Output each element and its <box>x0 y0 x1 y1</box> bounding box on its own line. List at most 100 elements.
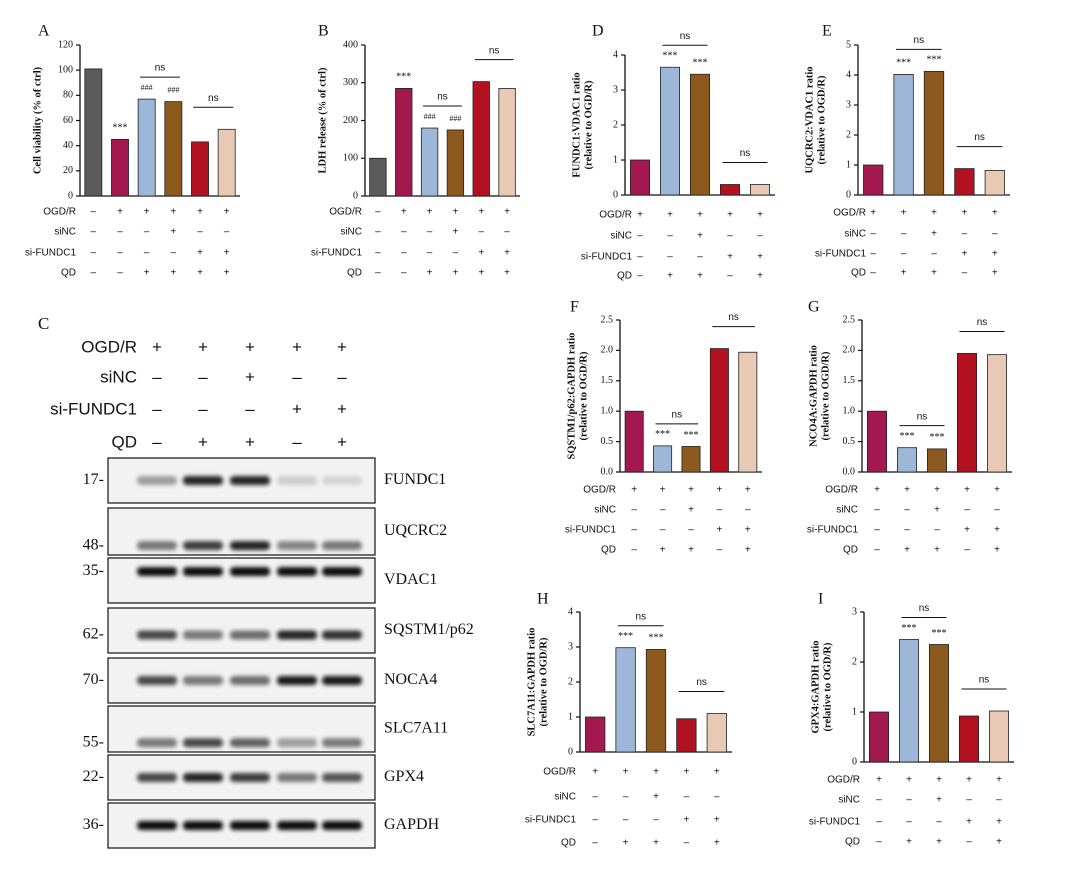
bar <box>164 101 183 197</box>
blot-band <box>137 773 177 782</box>
condition-mark: + <box>745 485 751 496</box>
bar <box>446 129 465 197</box>
condition-mark: – <box>91 227 97 238</box>
significance-label: *** <box>113 123 128 134</box>
condition-mark: – <box>117 248 123 259</box>
condition-mark: + <box>716 485 722 496</box>
panel-letter: B <box>318 23 329 40</box>
molecular-weight: 22- <box>83 768 104 785</box>
condition-mark: – <box>245 399 255 418</box>
bar <box>899 639 920 763</box>
condition-mark: + <box>427 207 433 218</box>
bar <box>987 354 1008 473</box>
condition-mark: + <box>904 485 910 496</box>
condition-mark: – <box>152 432 162 451</box>
blot-band <box>137 630 177 640</box>
condition-mark: – <box>727 231 733 242</box>
condition-mark: + <box>697 231 703 242</box>
condition-mark: + <box>697 271 703 282</box>
condition-mark: – <box>375 268 381 279</box>
blot-band <box>137 476 177 485</box>
comparison-label: ns <box>974 132 985 143</box>
condition-mark: + <box>688 505 694 516</box>
condition-mark: – <box>427 227 433 238</box>
blot-band <box>322 567 362 576</box>
protein-name: NOCA4 <box>384 671 437 688</box>
condition-name: siNC <box>100 367 137 386</box>
condition-mark: + <box>245 367 255 386</box>
bar <box>676 718 697 753</box>
condition-mark: – <box>631 545 637 556</box>
panel-letter: D <box>592 23 604 40</box>
condition-mark: + <box>757 210 763 221</box>
condition-mark: – <box>870 249 876 260</box>
condition-mark: – <box>144 227 150 238</box>
bar <box>395 88 413 197</box>
significance-label: *** <box>896 58 911 69</box>
y-tick-label: 0 <box>353 190 358 201</box>
comparison-label: ns <box>728 312 739 323</box>
bar <box>738 351 758 473</box>
panel-letter: I <box>818 591 823 608</box>
condition-mark: – <box>375 248 381 259</box>
condition-mark: – <box>931 249 937 260</box>
condition-mark: + <box>478 248 484 259</box>
y-axis-label: (relative to OGD/R) <box>822 642 833 732</box>
comparison-label: ns <box>155 63 166 74</box>
condition-name: si-FUNDC1 <box>815 249 867 260</box>
bar <box>706 713 727 753</box>
significance-label: ### <box>141 83 153 92</box>
y-tick-label: 60 <box>63 115 73 126</box>
blot-band <box>322 773 362 782</box>
comparison-label: ns <box>636 611 647 622</box>
condition-mark: + <box>716 525 722 536</box>
condition-name: OGD/R <box>833 208 866 219</box>
blot-band <box>230 676 270 685</box>
condition-mark: + <box>992 249 998 260</box>
y-tick-label: 2.5 <box>601 314 614 325</box>
condition-mark: + <box>224 248 230 259</box>
condition-mark: + <box>504 268 510 279</box>
y-tick-label: 1 <box>852 706 857 717</box>
significance-label: *** <box>649 633 664 644</box>
comparison-label: ns <box>437 92 448 103</box>
condition-name: OGD/R <box>81 337 137 356</box>
condition-mark: – <box>375 207 381 218</box>
significance-label: *** <box>927 55 942 66</box>
condition-mark: + <box>714 815 720 826</box>
condition-mark: + <box>906 775 912 786</box>
comparison-label: ns <box>914 35 925 46</box>
condition-mark: – <box>757 231 763 242</box>
condition-name: siNC <box>844 229 866 240</box>
y-tick-label: 1 <box>846 159 851 170</box>
condition-mark: – <box>697 252 703 263</box>
condition-mark: + <box>688 545 694 556</box>
condition-name: siNC <box>836 505 858 516</box>
condition-mark: + <box>623 767 629 778</box>
protein-name: GAPDH <box>384 816 440 833</box>
y-tick-label: 2 <box>568 676 573 687</box>
y-tick-label: 3 <box>568 641 573 652</box>
comparison-label: ns <box>977 317 988 328</box>
blot-band <box>277 541 317 551</box>
condition-mark: – <box>745 505 751 516</box>
condition-mark: – <box>934 525 940 536</box>
condition-mark: + <box>224 268 230 279</box>
condition-mark: + <box>931 268 937 279</box>
panel-letter: H <box>537 591 549 608</box>
condition-mark: + <box>964 485 970 496</box>
condition-mark: – <box>717 505 723 516</box>
y-tick-label: 2.5 <box>843 314 856 325</box>
bar <box>927 448 948 473</box>
condition-name: OGD/R <box>583 485 616 496</box>
significance-label: ### <box>449 114 461 123</box>
condition-mark: + <box>245 337 255 356</box>
blot-band <box>230 821 270 830</box>
condition-mark: + <box>504 248 510 259</box>
condition-mark: – <box>964 545 970 556</box>
condition-name: QD <box>347 268 362 279</box>
condition-mark: + <box>152 337 162 356</box>
condition-mark: + <box>452 207 458 218</box>
condition-mark: – <box>292 367 302 386</box>
condition-name: QD <box>61 268 76 279</box>
